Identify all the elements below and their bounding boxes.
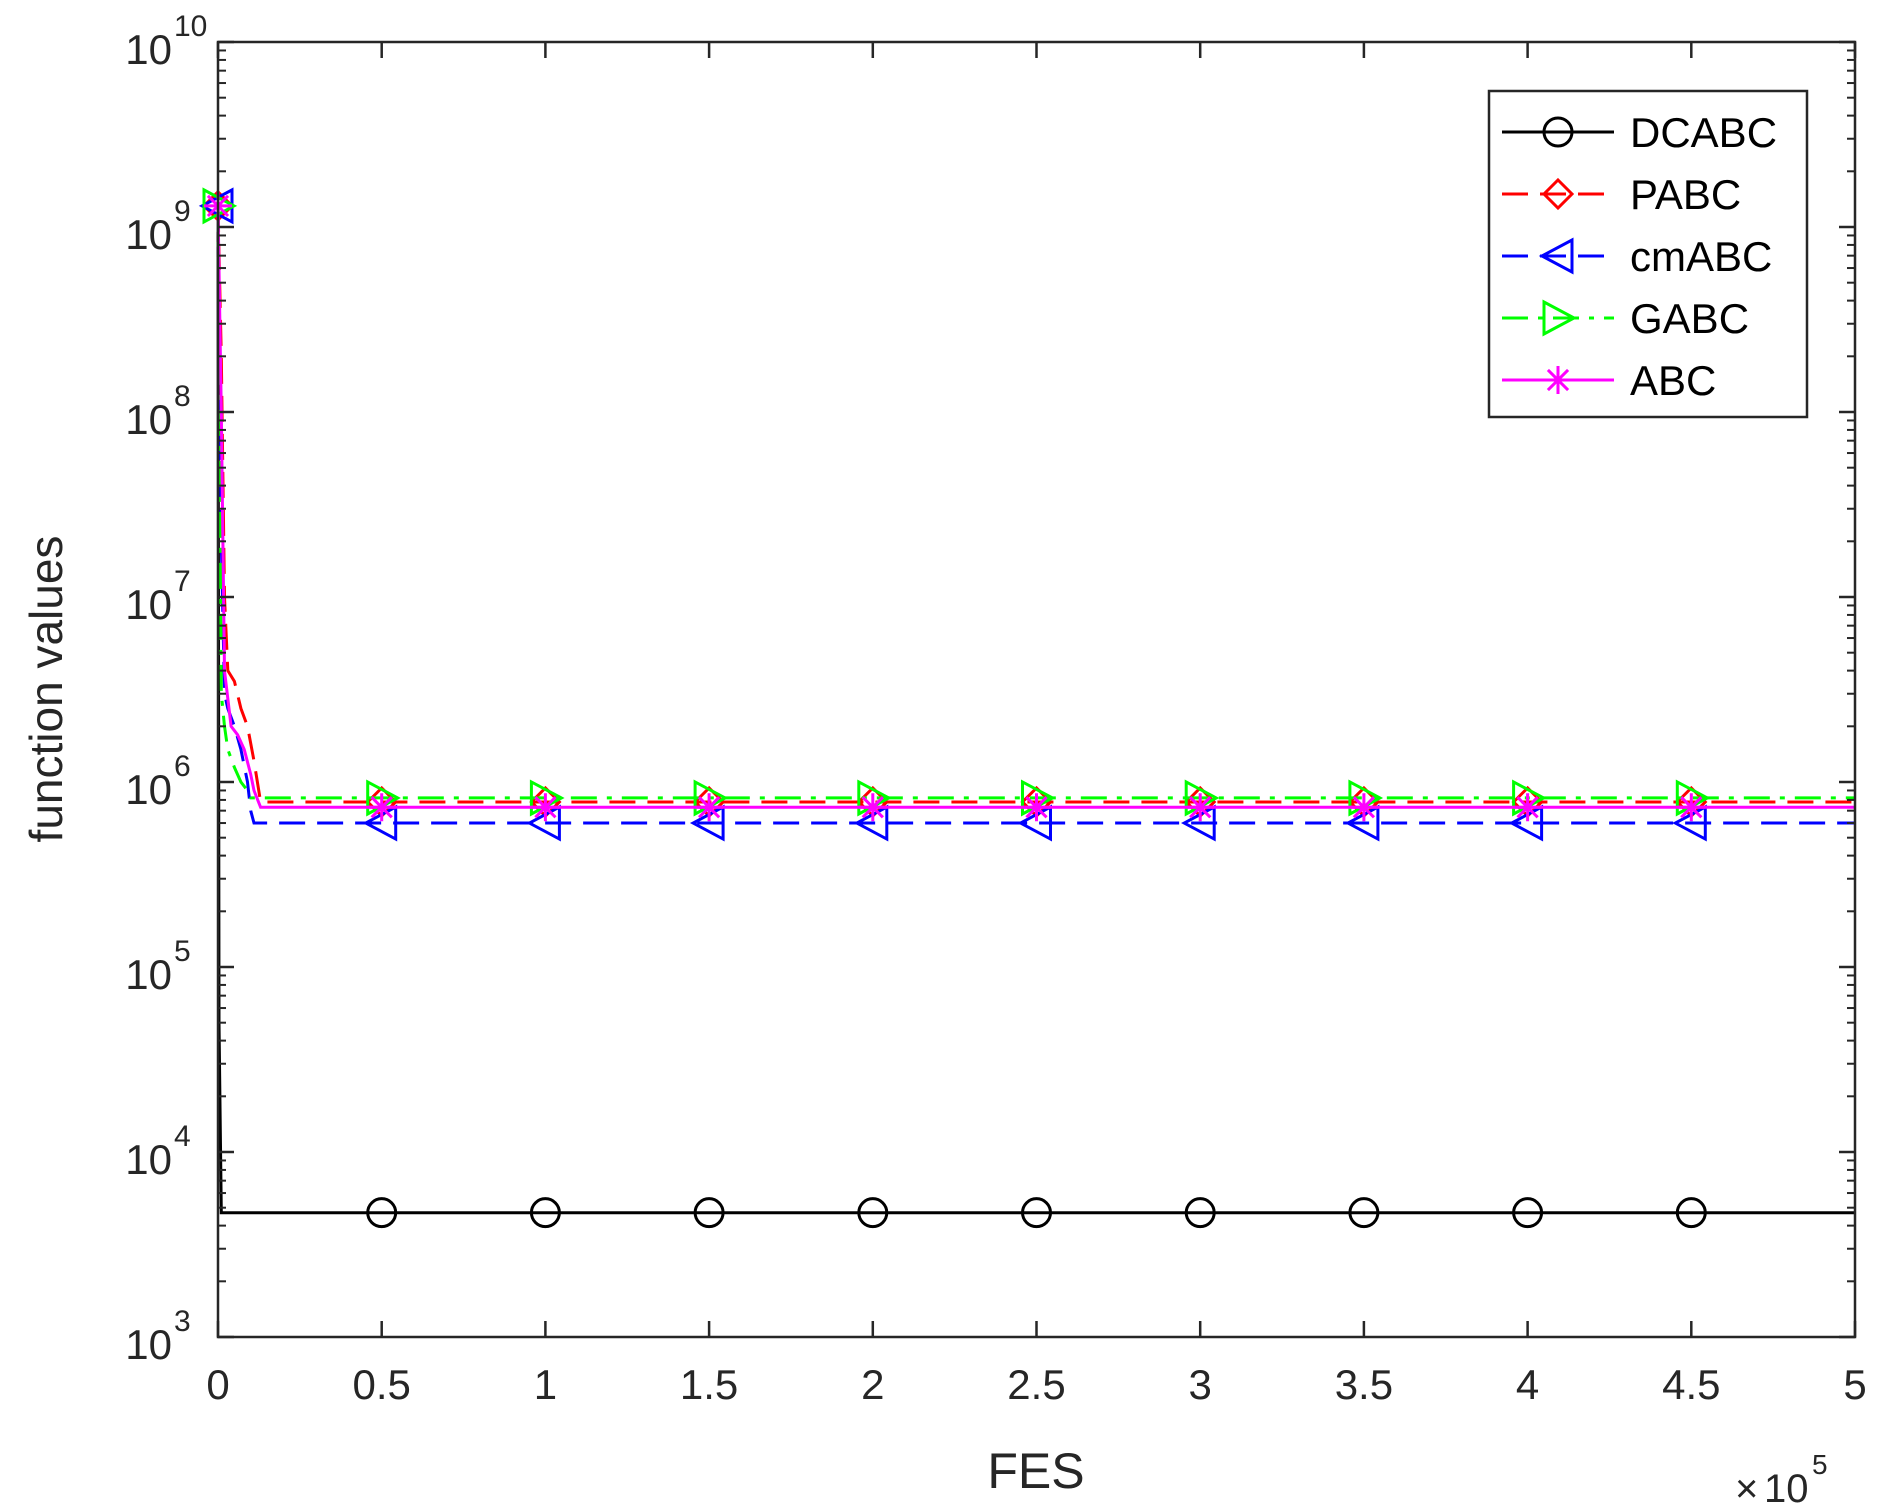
legend-label: cmABC [1630,233,1772,280]
y-tick-label: 10 4 [125,1120,190,1183]
series-marker-ABC [1022,793,1051,822]
x-tick-label: 2 [861,1361,884,1408]
legend-entry-PABC: PABC [1502,171,1741,218]
legend-box [1487,89,1809,419]
x-tick-label: 4 [1516,1361,1539,1408]
legend: DCABC PABC cmABC GABC ABC [1487,89,1809,419]
legend-marker [1538,237,1574,275]
y-tick-label: 10 6 [125,750,190,813]
series-marker-DCABC [366,1197,398,1229]
series-marker-DCABC [1512,1197,1544,1229]
x-tick-label: 0 [206,1361,229,1408]
x-axis-multiplier: × 10 5 [1735,1449,1828,1509]
legend-marker [1544,366,1572,394]
y-tick-label-exponent: 9 [174,195,191,228]
y-tick-label-base: 10 [125,1321,172,1368]
legend-label: DCABC [1630,109,1777,156]
x-multiplier-sign: × [1735,1467,1758,1509]
y-tick-label-base: 10 [125,1136,172,1183]
series-marker-ABC [1513,793,1542,822]
y-tick-label-exponent: 4 [174,1120,191,1153]
x-tick-label: 0.5 [353,1361,411,1408]
series-marker-ABC [858,793,887,822]
y-tick-label-base: 10 [125,396,172,443]
y-tick-label: 10 8 [125,380,190,443]
x-tick-label: 5 [1843,1361,1866,1408]
series-marker-ABC [1677,793,1706,822]
y-tick-label: 10 5 [125,935,190,998]
x-tick-label: 1 [534,1361,557,1408]
legend-label: PABC [1630,171,1741,218]
y-axis-label: function values [20,536,72,843]
x-axis-label: FES [987,1443,1084,1499]
series-marker-DCABC [1184,1197,1216,1229]
x-multiplier-base: 10 [1764,1467,1809,1509]
series-line-GABC [216,205,1855,800]
series-marker-DCABC [529,1197,561,1229]
x-tick-label: 3 [1189,1361,1212,1408]
legend-entry-ABC: ABC [1502,357,1716,404]
y-tick-label-base: 10 [125,211,172,258]
y-tick-label-exponent: 7 [174,565,191,598]
y-tick-label-base: 10 [125,26,172,73]
y-tick-label: 10 9 [125,195,190,258]
series-marker-DCABC [857,1197,889,1229]
legend-entry-cmABC: cmABC [1502,233,1772,280]
x-tick-label: 1.5 [680,1361,738,1408]
series-marker-ABC [1186,793,1215,822]
x-tick-label: 2.5 [1007,1361,1065,1408]
series-marker-DCABC [1348,1197,1380,1229]
legend-entry-GABC: GABC [1502,295,1749,342]
legend-marker [1542,116,1574,148]
ticks-layer: 0 0.5 1 1.5 2 2.5 3 3.5 4 4.5 510 310 410 510 610 710 81… [125,10,1866,1408]
y-tick-label-exponent: 10 [174,10,207,43]
x-tick-label: 3.5 [1335,1361,1393,1408]
series-marker-ABC [1349,793,1378,822]
series-marker-DCABC [1021,1197,1052,1229]
y-tick-label: 10 10 [125,10,207,73]
series-marker-ABC [695,793,724,822]
y-tick-label: 10 7 [125,565,190,628]
y-tick-label-exponent: 8 [174,380,191,413]
series-marker-ABC [531,793,560,822]
y-tick-label-base: 10 [125,766,172,813]
x-multiplier-exponent: 5 [1812,1449,1828,1480]
legend-marker [1542,299,1578,337]
legend-entry-DCABC: DCABC [1502,109,1777,156]
y-tick-label-exponent: 6 [174,750,191,783]
series-marker-DCABC [693,1197,725,1229]
y-tick-label-exponent: 3 [174,1305,191,1338]
legend-marker [1541,177,1575,211]
y-tick-label: 10 3 [125,1305,190,1368]
legend-label: ABC [1630,357,1716,404]
y-tick-label-base: 10 [125,951,172,998]
x-tick-label: 4.5 [1662,1361,1720,1408]
y-tick-label-exponent: 5 [174,935,191,968]
series-marker-ABC [367,793,396,822]
legend-label: GABC [1630,295,1749,342]
y-tick-label-base: 10 [125,581,172,628]
series-marker-DCABC [1675,1197,1707,1229]
